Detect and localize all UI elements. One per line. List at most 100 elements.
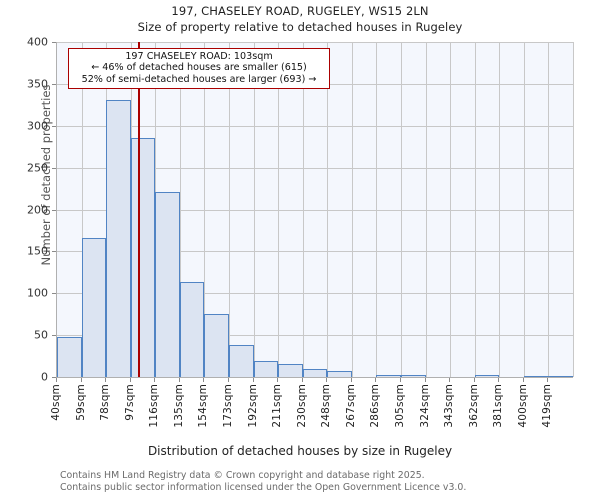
histogram-bar — [106, 99, 131, 377]
x-axis-tick-mark — [375, 378, 377, 382]
gridline-horizontal — [57, 293, 573, 295]
histogram-bar — [130, 138, 156, 377]
gridline-horizontal — [57, 125, 573, 127]
x-axis-tick-mark — [350, 378, 352, 382]
y-axis-tick-mark — [52, 293, 56, 295]
plot-area — [56, 42, 574, 378]
y-axis-tick-label: 400 — [27, 35, 48, 49]
x-axis-tick-mark — [424, 378, 426, 382]
gridline-vertical — [475, 42, 476, 377]
histogram-bar — [155, 191, 180, 377]
histogram-bar — [81, 237, 107, 377]
x-axis-tick-mark — [473, 378, 475, 382]
histogram-bar — [548, 376, 573, 377]
gridline-vertical — [204, 42, 205, 377]
annotation-line-address-size: 197 CHASELEY ROAD: 103sqm — [125, 51, 273, 62]
y-axis-tick-mark — [52, 83, 56, 85]
histogram-bar — [327, 371, 352, 377]
x-axis-tick-label: 78sqm — [99, 384, 112, 421]
y-axis-tick-mark — [52, 377, 56, 378]
y-axis-tick-label: 150 — [27, 244, 48, 258]
y-axis-label: Number of detached properties — [39, 84, 53, 266]
gridline-vertical — [426, 42, 427, 377]
x-axis-tick-mark — [129, 378, 131, 382]
x-axis-tick-mark — [154, 378, 156, 382]
x-axis-tick-label: 154sqm — [197, 384, 210, 428]
x-axis-tick-mark — [400, 378, 401, 382]
y-axis-tick-label: 250 — [27, 161, 48, 175]
y-axis-tick-mark — [52, 209, 56, 211]
histogram-bar — [57, 336, 82, 377]
x-axis-tick-label: 248sqm — [320, 384, 333, 428]
x-axis-tick-label: 40sqm — [50, 384, 62, 421]
x-axis-tick-label: 211sqm — [271, 384, 284, 428]
x-axis-tick-label: 286sqm — [369, 384, 382, 428]
x-axis-tick-mark — [105, 378, 107, 382]
histogram-bar — [474, 374, 500, 377]
x-axis-tick-label: 362sqm — [467, 384, 480, 428]
histogram-bar — [376, 374, 401, 377]
gridline-vertical — [327, 42, 328, 377]
footer-line-ogl: Contains public sector information licen… — [60, 481, 467, 493]
x-axis-tick-label: 305sqm — [394, 384, 406, 428]
y-axis-tick-label: 0 — [41, 370, 48, 384]
x-axis-tick-mark — [301, 378, 303, 382]
x-axis-tick-mark — [449, 378, 451, 382]
chart-subtitle: Size of property relative to detached ho… — [137, 20, 463, 34]
footer-attribution: Contains HM Land Registry data © Crown c… — [60, 470, 580, 494]
plot-inner — [57, 42, 574, 377]
gridline-vertical — [548, 42, 549, 377]
y-axis-tick-label: 300 — [27, 119, 48, 133]
x-axis-tick-mark — [547, 378, 549, 382]
histogram-bar — [401, 375, 426, 377]
gridline-vertical — [499, 42, 500, 377]
x-axis-tick-mark — [498, 378, 500, 382]
x-axis-tick-label: 343sqm — [443, 384, 456, 428]
x-axis-tick-mark — [80, 378, 82, 382]
x-axis-tick-label: 324sqm — [418, 384, 431, 428]
x-axis-tick-label: 267sqm — [344, 384, 357, 428]
histogram-bar — [229, 345, 254, 377]
histogram-bar — [204, 314, 229, 377]
x-axis-tick-label: 173sqm — [222, 384, 234, 428]
x-axis-tick-label: 116sqm — [148, 384, 161, 428]
x-axis-label: Distribution of detached houses by size … — [147, 444, 453, 458]
histogram-bar — [179, 282, 205, 377]
x-axis-tick-label: 400sqm — [516, 384, 529, 428]
x-axis-tick-mark — [203, 378, 205, 382]
annotation-line-smaller-pct: ← 46% of detached houses are smaller (61… — [91, 62, 307, 74]
y-axis-tick-mark — [52, 251, 56, 253]
gridline-vertical — [254, 42, 255, 377]
x-axis-tick-mark — [56, 378, 57, 382]
gridline-vertical — [352, 42, 353, 377]
x-axis-tick-mark — [228, 378, 229, 382]
y-axis-tick-mark — [52, 42, 56, 43]
y-axis-tick-mark — [52, 125, 56, 127]
gridline-horizontal — [57, 251, 573, 253]
gridline-horizontal — [57, 335, 573, 337]
x-axis-tick-label: 192sqm — [246, 384, 259, 428]
x-axis-tick-mark — [178, 378, 180, 382]
gridline-vertical — [180, 42, 181, 377]
gridline-horizontal — [57, 209, 573, 211]
histogram-bar — [302, 368, 328, 377]
x-axis-tick-mark — [522, 378, 524, 382]
y-axis-tick-label: 350 — [27, 77, 48, 91]
gridline-vertical — [278, 42, 279, 377]
x-axis-tick-label: 59sqm — [74, 384, 87, 421]
gridline-vertical — [229, 42, 230, 377]
gridline-vertical — [450, 42, 451, 377]
annotation-line-larger-pct: 52% of semi-detached houses are larger (… — [81, 73, 317, 85]
footer-line-land-registry: Contains HM Land Registry data © Crown c… — [60, 470, 425, 481]
gridline-horizontal — [57, 42, 573, 43]
chart-title: 197, CHASELEY ROAD, RUGELEY, WS15 2LN — [171, 4, 429, 18]
histogram-bar — [523, 376, 549, 377]
x-axis-tick-label: 230sqm — [295, 384, 308, 428]
y-axis-tick-mark — [52, 335, 56, 337]
gridline-vertical — [376, 42, 377, 377]
gridline-vertical — [303, 42, 304, 377]
x-axis-tick-mark — [326, 378, 328, 382]
x-axis-tick-label: 97sqm — [123, 384, 136, 421]
gridline-vertical — [573, 42, 574, 377]
y-axis-tick-mark — [52, 167, 56, 169]
